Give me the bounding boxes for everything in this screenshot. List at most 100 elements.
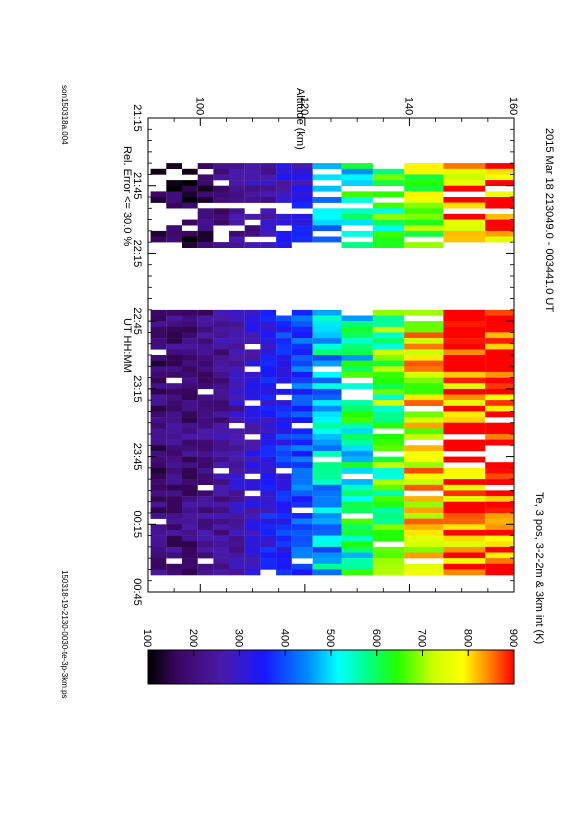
- heatmap-cell: [166, 541, 182, 548]
- heatmap-cell: [229, 168, 245, 175]
- colorbar-tick-label: 900: [507, 629, 519, 647]
- heatmap-cell: [404, 185, 444, 192]
- heatmap-cell: [443, 473, 486, 480]
- heatmap-cell: [229, 315, 245, 322]
- heatmap-cell: [197, 400, 214, 406]
- heatmap-cell: [312, 428, 342, 435]
- colorbar-tick-label: 100: [141, 629, 153, 647]
- heatmap-cell: [166, 338, 182, 344]
- heatmap-cell: [260, 411, 277, 418]
- heatmap-cell: [312, 236, 342, 243]
- heatmap-cell: [229, 434, 245, 440]
- heatmap-cell: [276, 490, 292, 497]
- heatmap-cell: [485, 496, 514, 502]
- heatmap-cell: [443, 456, 486, 463]
- heatmap-cell: [372, 168, 405, 175]
- heatmap-cell: [229, 219, 245, 226]
- colorbar-tick-label: 200: [187, 629, 199, 647]
- heatmap-cell: [244, 462, 261, 469]
- heatmap-cell: [276, 518, 292, 525]
- heatmap-cell: [213, 197, 230, 203]
- heatmap-cell: [443, 484, 486, 491]
- heatmap-cell: [182, 507, 198, 514]
- heatmap-cell: [372, 569, 405, 576]
- heatmap-cell: [404, 326, 444, 333]
- heatmap-cell: [312, 439, 342, 446]
- heatmap-cell: [229, 321, 245, 327]
- heatmap-cell: [244, 484, 261, 491]
- heatmap-cell: [312, 388, 342, 395]
- heatmap-cell: [443, 383, 486, 390]
- heatmap-cell: [150, 355, 167, 361]
- heatmap-cell: [197, 366, 214, 373]
- heatmap-cell: [260, 394, 277, 401]
- heatmap-cell: [372, 174, 405, 181]
- heatmap-cell: [291, 490, 313, 497]
- heatmap-cell: [166, 496, 182, 502]
- heatmap-cell: [372, 355, 405, 361]
- heatmap-cell: [291, 411, 313, 418]
- heatmap-cell: [197, 552, 214, 559]
- heatmap-cell: [276, 439, 292, 446]
- heatmap-cell: [260, 456, 277, 463]
- heatmap-cell: [229, 377, 245, 384]
- heatmap-cell: [166, 315, 182, 322]
- heatmap-cell: [291, 535, 313, 542]
- x-axis-title: UT HH:MM: [121, 318, 133, 373]
- heatmap-cell: [182, 236, 198, 243]
- heatmap-cell: [291, 236, 313, 243]
- heatmap-cell: [485, 501, 514, 508]
- heatmap-cell: [197, 535, 214, 542]
- heatmap-cell: [197, 219, 214, 226]
- heatmap-cell: [166, 513, 182, 519]
- heatmap-cell: [312, 394, 342, 401]
- heatmap-cell: [260, 450, 277, 457]
- plot-title: 2015 Mar 18 213049.0 - 003441.0 UT: [543, 128, 555, 312]
- heatmap-cell: [485, 529, 514, 536]
- heatmap-cell: [229, 524, 245, 531]
- heatmap-cell: [341, 422, 373, 429]
- heatmap-cell: [276, 558, 292, 564]
- heatmap-cell: [229, 417, 245, 423]
- heatmap-cell: [229, 388, 245, 395]
- heatmap-cell: [150, 450, 167, 457]
- heatmap-cell: [485, 377, 514, 384]
- heatmap-cell: [182, 422, 198, 429]
- heatmap-cell: [182, 411, 198, 418]
- heatmap-cell: [276, 315, 292, 322]
- heatmap-cell: [166, 185, 182, 192]
- heatmap-cell: [150, 558, 167, 564]
- heatmap-cell: [291, 213, 313, 220]
- heatmap-cell: [197, 208, 214, 215]
- heatmap-cell: [291, 467, 313, 474]
- heatmap-cell: [244, 213, 261, 220]
- heatmap-cell: [485, 202, 514, 209]
- heatmap-cell: [276, 484, 292, 491]
- heatmap-cell: [291, 321, 313, 327]
- heatmap-cell: [229, 479, 245, 485]
- heatmap-cell: [244, 163, 261, 169]
- heatmap-cell: [182, 383, 198, 390]
- heatmap-cell: [485, 541, 514, 548]
- heatmap-cell: [372, 524, 405, 531]
- heatmap-cell: [372, 507, 405, 514]
- heatmap-cell: [404, 208, 444, 215]
- x-tick-label: 22:15: [131, 240, 143, 268]
- heatmap-cell: [197, 563, 214, 570]
- heatmap-cell: [443, 371, 486, 378]
- heatmap-cells: [150, 163, 514, 576]
- heatmap-cell: [291, 439, 313, 446]
- heatmap-cell: [312, 569, 342, 576]
- heatmap-cell: [182, 321, 198, 327]
- heatmap-cell: [404, 338, 444, 344]
- heatmap-cell: [229, 546, 245, 553]
- heatmap-cell: [150, 394, 167, 401]
- heatmap-cell: [213, 552, 230, 559]
- heatmap-cell: [197, 349, 214, 356]
- heatmap-cell: [213, 168, 230, 175]
- heatmap-cell: [341, 450, 373, 457]
- heatmap-cell: [213, 422, 230, 429]
- heatmap-cell: [291, 445, 313, 452]
- heatmap-cell: [404, 366, 444, 373]
- heatmap-cell: [166, 383, 182, 390]
